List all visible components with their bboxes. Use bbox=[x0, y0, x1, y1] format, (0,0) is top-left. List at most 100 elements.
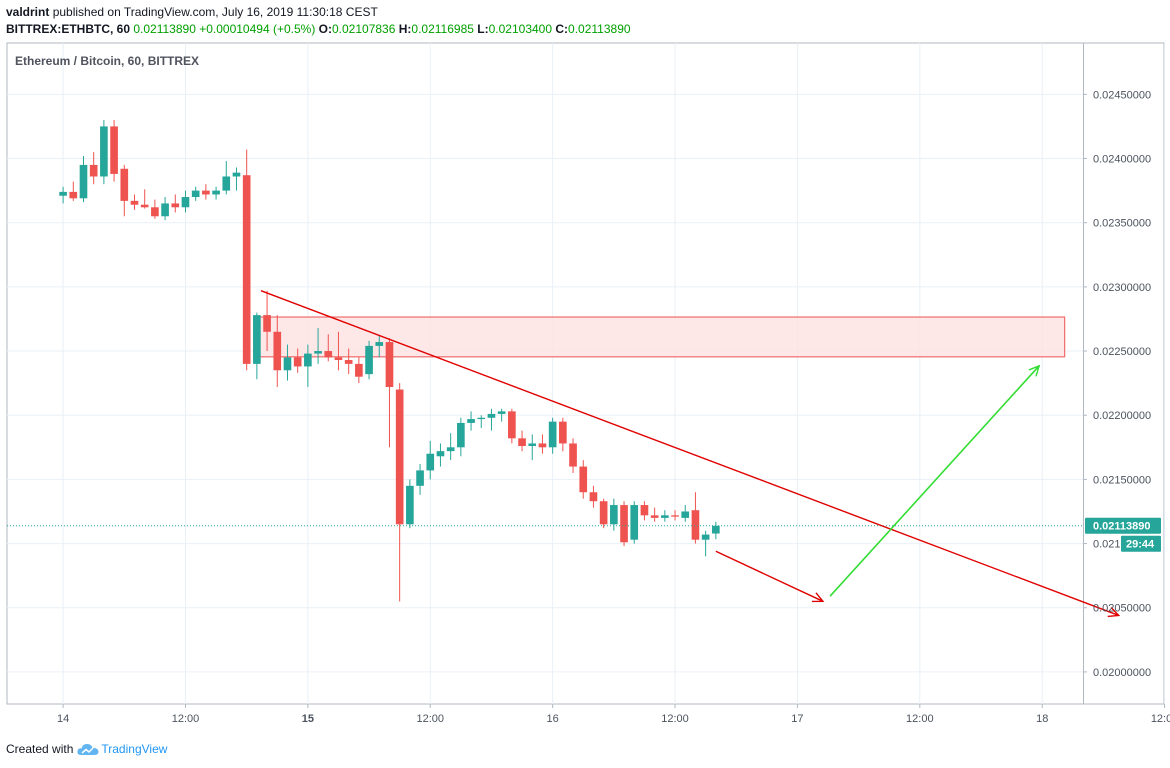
candle bbox=[395, 383, 404, 602]
price-tick-label: 0.02000000 bbox=[1093, 667, 1151, 679]
candle-body bbox=[528, 443, 537, 447]
time-axis[interactable]: 14 12:00 15 12:00 16 12:00 17 12:00 18 12:00 bbox=[57, 704, 1170, 725]
candle bbox=[559, 417, 567, 452]
candle bbox=[681, 505, 690, 522]
candle bbox=[181, 190, 190, 213]
price-change: +0.00010494 (+0.5%) bbox=[199, 22, 316, 36]
candle-body bbox=[242, 175, 251, 364]
candle-body bbox=[140, 204, 149, 208]
countdown-tag bbox=[1121, 535, 1161, 552]
low-label: L: bbox=[477, 22, 489, 36]
candle-body bbox=[426, 453, 435, 471]
candle-body bbox=[89, 164, 98, 177]
candle bbox=[59, 186, 67, 204]
candle-body bbox=[273, 331, 282, 371]
candle bbox=[630, 501, 639, 544]
candle-body bbox=[253, 315, 261, 364]
candle-body bbox=[457, 422, 465, 448]
candle bbox=[579, 460, 588, 499]
candle bbox=[283, 344, 292, 381]
candle bbox=[620, 501, 628, 547]
candle bbox=[497, 408, 506, 422]
candle bbox=[69, 181, 78, 201]
chart-border bbox=[6, 42, 1165, 705]
candle-body bbox=[120, 168, 129, 201]
candle bbox=[477, 415, 486, 429]
candle bbox=[151, 199, 159, 219]
candle bbox=[140, 189, 149, 209]
candle bbox=[436, 443, 445, 467]
price-tick-label: 0.02200000 bbox=[1093, 410, 1151, 422]
published-text: published on TradingView.com, July 16, 2… bbox=[52, 5, 378, 19]
price-axis[interactable]: 0.02450000 0.02400000 0.02350000 0.02300000… bbox=[1083, 89, 1161, 679]
candle bbox=[120, 164, 129, 217]
candle bbox=[701, 530, 710, 557]
candle-body bbox=[110, 126, 118, 174]
candle-body bbox=[548, 421, 557, 448]
candle bbox=[508, 408, 516, 444]
candle-body bbox=[691, 510, 700, 540]
candle-body bbox=[181, 197, 190, 208]
candle-body bbox=[620, 505, 628, 543]
candle bbox=[446, 433, 455, 461]
candle-body bbox=[416, 470, 424, 486]
publish-info: valdrint published on TradingView.com, J… bbox=[6, 5, 378, 19]
candle bbox=[528, 434, 537, 461]
candle bbox=[212, 186, 220, 200]
candle bbox=[263, 290, 271, 352]
candle-body bbox=[599, 501, 608, 525]
resistance-zone-layer bbox=[253, 316, 1066, 358]
candle-body bbox=[559, 421, 567, 444]
grid bbox=[7, 43, 1166, 704]
candle bbox=[385, 338, 394, 448]
time-tick-label: 12:00 bbox=[661, 713, 689, 725]
candle-body bbox=[263, 315, 271, 332]
candle bbox=[130, 194, 139, 210]
candle bbox=[467, 411, 475, 431]
time-tick-label: 15 bbox=[302, 713, 314, 725]
candle bbox=[89, 152, 98, 185]
time-tick-label: 12:00 bbox=[906, 713, 934, 725]
candle bbox=[273, 315, 282, 387]
tradingview-brand: TradingView bbox=[101, 742, 168, 756]
candle-body bbox=[681, 511, 690, 518]
candle-body bbox=[406, 485, 414, 525]
candle-body bbox=[538, 443, 547, 448]
tradingview-logo[interactable]: TradingView bbox=[77, 742, 167, 756]
candle-body bbox=[671, 515, 679, 517]
high-value: 0.02116985 bbox=[411, 22, 474, 36]
candle-body bbox=[467, 419, 475, 423]
time-tick-label: 12:00 bbox=[416, 713, 444, 725]
candle bbox=[691, 492, 700, 544]
candle-body bbox=[497, 411, 506, 414]
candle-body bbox=[446, 447, 455, 452]
publisher-username[interactable]: valdrint bbox=[6, 5, 50, 19]
symbol-label: BITTREX:ETHBTC, 60 bbox=[6, 22, 131, 36]
candle bbox=[416, 463, 424, 495]
price-tick-label: 0.02150000 bbox=[1093, 474, 1151, 486]
tradingview-cloud-icon bbox=[77, 744, 99, 755]
candle bbox=[253, 312, 261, 380]
candle-body bbox=[395, 389, 404, 525]
red-down-arrowhead bbox=[811, 592, 825, 603]
candlestick-chart[interactable]: 0.02450000 0.02400000 0.02350000 0.02300000… bbox=[0, 0, 1170, 740]
candle-body bbox=[375, 342, 384, 346]
candle-body bbox=[385, 342, 394, 387]
candle bbox=[171, 194, 180, 213]
candle bbox=[242, 149, 251, 371]
candle-body bbox=[640, 505, 649, 516]
last-price: 0.02113890 bbox=[133, 22, 196, 36]
candle bbox=[487, 408, 496, 431]
candle-body bbox=[477, 417, 486, 420]
candle-body bbox=[712, 525, 720, 534]
trendline-arrowhead bbox=[1107, 606, 1121, 618]
time-tick-label: 14 bbox=[57, 713, 69, 725]
candle-body bbox=[630, 505, 639, 540]
time-tick-label: 12:00 bbox=[172, 713, 200, 725]
candle bbox=[232, 167, 241, 191]
candle bbox=[334, 331, 343, 371]
candle bbox=[375, 335, 384, 358]
created-with-label: Created with bbox=[6, 742, 74, 756]
candle bbox=[406, 479, 414, 529]
candle-body bbox=[436, 451, 445, 457]
